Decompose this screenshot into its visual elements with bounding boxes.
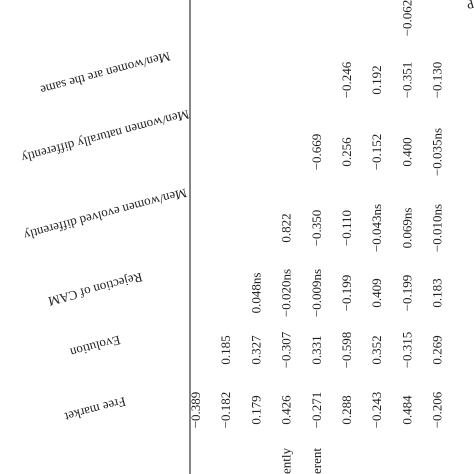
cell: −0.035ns xyxy=(430,128,445,176)
cell: −0.351 xyxy=(399,62,414,99)
cell: −0.246 xyxy=(339,61,354,98)
cell: −0.062 xyxy=(399,0,414,36)
cell: −0.010ns xyxy=(430,204,445,252)
cell: 0.400 xyxy=(399,137,414,166)
cell: −0.199 xyxy=(399,275,414,312)
cell: 0.069ns xyxy=(399,208,414,249)
cell: 0.256 xyxy=(339,137,354,167)
cell: 0.179 xyxy=(248,395,263,424)
cell: −0.389 xyxy=(188,392,203,429)
cell: 0.269 xyxy=(430,335,445,364)
cell: 0.822 xyxy=(279,213,294,242)
column-header: Men/women are the same xyxy=(39,49,172,98)
column-header: Rejection of CAM xyxy=(46,270,144,310)
row-label: erent xyxy=(309,448,324,474)
cell: −0.271 xyxy=(309,392,324,429)
cell: 0.288 xyxy=(339,395,354,424)
column-header: Free market xyxy=(63,394,128,425)
cell: −0.043ns xyxy=(369,204,384,252)
cell: 0.192 xyxy=(369,65,384,94)
cell: −0.243 xyxy=(369,392,384,429)
cell: −0.020ns xyxy=(279,269,294,317)
cell: −0.206 xyxy=(430,391,445,428)
cell: −0.350 xyxy=(309,210,324,247)
cell: −0.130 xyxy=(430,62,445,99)
cell: 0.327 xyxy=(248,335,263,365)
cell: −0.152 xyxy=(369,134,384,171)
cell: −0.669 xyxy=(309,134,324,171)
column-header: Men/women naturally differently xyxy=(19,107,191,166)
cell: 0.484 xyxy=(399,395,414,425)
cell: −0.182 xyxy=(218,392,233,429)
cell: 0.331 xyxy=(309,335,324,364)
cropped-header: P xyxy=(465,0,474,13)
cell: −0.199 xyxy=(339,275,354,312)
column-header: Men/women evolved differently xyxy=(22,185,189,243)
cell: −0.315 xyxy=(399,332,414,369)
cell: 0.048ns xyxy=(248,273,263,314)
cell: −0.110 xyxy=(339,210,354,246)
cell: 0.185 xyxy=(218,335,233,364)
cell: 0.426 xyxy=(279,395,294,425)
column-header: Evolution xyxy=(68,333,122,361)
cell: −0.009ns xyxy=(309,269,324,317)
cell: −0.307 xyxy=(279,331,294,368)
row-label: ently xyxy=(279,448,294,474)
cell: 0.183 xyxy=(430,278,445,307)
cell: 0.352 xyxy=(369,335,384,364)
cell: −0.598 xyxy=(339,332,354,369)
cell: 0.409 xyxy=(369,278,384,307)
